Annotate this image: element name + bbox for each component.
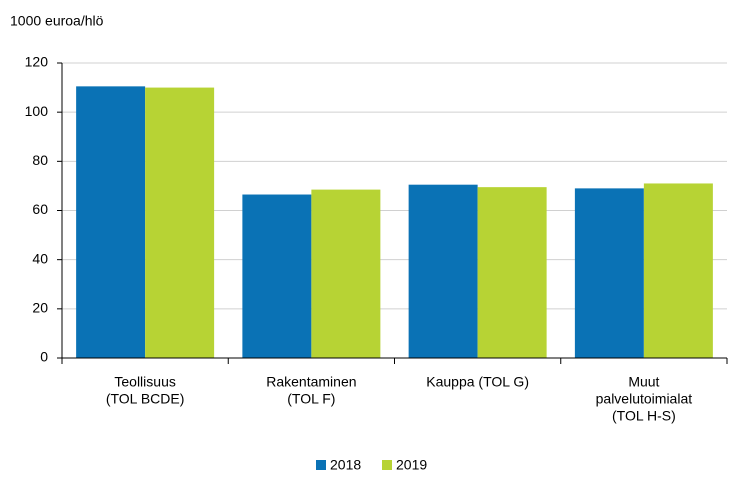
y-tick-label: 20: [32, 300, 48, 316]
bar: [145, 87, 215, 358]
bar: [76, 86, 146, 359]
x-tick-label: (TOL F): [287, 391, 335, 407]
x-tick-label: Kauppa (TOL G): [426, 374, 529, 390]
y-tick-label: 0: [40, 349, 48, 365]
x-tick-label: Rakentaminen: [266, 374, 356, 390]
y-tick-label: 80: [32, 152, 48, 168]
bar: [311, 189, 381, 358]
x-tick-label: Teollisuus: [114, 374, 175, 390]
bar: [477, 187, 547, 358]
y-tick-label: 100: [25, 103, 49, 119]
bar: [574, 188, 644, 358]
x-tick-label: (TOL BCDE): [106, 391, 185, 407]
x-tick-label: Muut: [628, 374, 659, 390]
y-axis-label: 1000 euroa/hlö: [10, 13, 104, 29]
legend-label: 2018: [330, 457, 361, 473]
y-tick-label: 120: [25, 54, 49, 70]
bar: [242, 194, 312, 358]
y-tick-label: 60: [32, 201, 48, 217]
bar: [408, 184, 478, 358]
bar: [643, 183, 713, 358]
legend-swatch: [316, 460, 326, 470]
x-tick-label: (TOL H-S): [612, 408, 676, 424]
x-tick-label: palvelutoimialat: [596, 391, 693, 407]
legend-swatch: [382, 460, 392, 470]
legend-label: 2019: [396, 457, 427, 473]
y-tick-label: 40: [32, 250, 48, 266]
